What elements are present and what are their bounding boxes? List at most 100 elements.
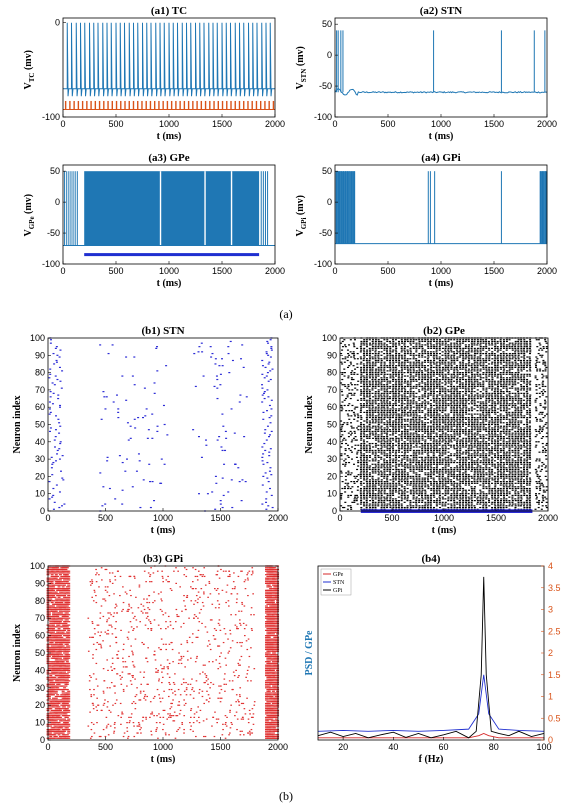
gpe-raster-dot — [389, 415, 392, 417]
gpe-raster-dot — [371, 404, 374, 407]
stn-raster-dot — [266, 477, 269, 479]
gpe-raster-dot — [356, 496, 359, 498]
gpe-raster-dot — [526, 470, 529, 472]
gpe-raster-dot — [461, 498, 464, 500]
gpe-raster-dot — [468, 444, 471, 446]
gpe-raster-dot — [409, 429, 412, 431]
gpe-raster-dot — [528, 420, 531, 422]
gpe-raster-dot — [520, 432, 523, 434]
gpe-raster-dot — [465, 408, 468, 410]
gpe-raster-dot — [430, 493, 433, 495]
gpe-raster-dot — [494, 456, 497, 458]
gpe-raster-dot — [522, 444, 525, 446]
gpe-raster-dot — [438, 501, 441, 503]
gpe-raster-dot — [406, 399, 409, 401]
gpe-raster-dot — [444, 401, 447, 403]
gpe-raster-dot — [386, 505, 389, 507]
gpe-raster-dot — [436, 396, 439, 398]
x-tick-label: 500 — [98, 513, 113, 523]
gpe-raster-dot — [436, 410, 439, 412]
gpe-raster-dot — [389, 451, 392, 453]
gpe-raster-dot — [499, 448, 502, 450]
gpe-raster-dot — [386, 467, 389, 469]
stn-raster-dot — [216, 378, 219, 381]
gpe-raster-dot — [441, 375, 444, 377]
gpe-raster-dot — [403, 387, 406, 389]
x-tick-label: 0 — [332, 119, 337, 129]
gpe-raster-dot — [360, 453, 363, 455]
gpe-raster-dot — [403, 475, 406, 477]
gpe-raster-dot — [386, 373, 389, 375]
gpe-raster-dot — [488, 501, 491, 503]
gpe-raster-dot — [371, 373, 374, 375]
gpe-raster-dot — [523, 446, 526, 448]
gpe-raster-dot — [470, 501, 473, 503]
gpe-raster-dot — [514, 408, 517, 410]
gpe-raster-dot — [444, 451, 447, 453]
gpe-raster-dot — [529, 403, 532, 405]
gpe-raster-dot — [397, 373, 400, 375]
gpe-raster-dot — [453, 505, 456, 507]
plot-area-a4 — [335, 171, 548, 245]
gpe-raster-dot — [377, 505, 380, 507]
gpe-raster-dot — [441, 404, 444, 407]
gpe-raster-dot — [502, 378, 505, 381]
gpe-raster-dot — [439, 434, 442, 436]
gpe-raster-dot — [424, 468, 427, 471]
gpe-raster-dot — [430, 391, 433, 393]
gpe-raster-dot — [467, 389, 470, 391]
gpe-raster-dot — [397, 413, 400, 415]
gpe-raster-dot — [508, 411, 511, 413]
gpe-raster-dot — [409, 396, 412, 398]
gpe-raster-dot — [386, 425, 389, 427]
gpe-raster-dot — [479, 413, 482, 415]
gpe-raster-dot — [499, 377, 502, 379]
stn-raster-dot — [59, 404, 62, 407]
gpe-raster-dot — [438, 472, 441, 474]
gpe-raster-dot — [438, 394, 441, 396]
stn-raster-dot — [49, 391, 52, 393]
gpe-raster-dot — [371, 408, 374, 410]
stn-raster-dot — [268, 404, 271, 407]
gpe-raster-dot — [421, 372, 424, 374]
gpe-raster-dot — [412, 456, 415, 458]
gpe-raster-dot — [389, 494, 392, 497]
gpe-raster-dot — [436, 498, 439, 500]
gpe-raster-dot — [490, 456, 493, 458]
gpe-raster-dot — [479, 394, 482, 396]
gpe-raster-dot — [441, 410, 444, 412]
gpe-raster-dot — [526, 420, 529, 422]
gpe-raster-dot — [461, 465, 464, 467]
gpe-raster-dot — [383, 491, 386, 493]
gpe-raster-dot — [372, 491, 375, 493]
gpe-raster-dot — [450, 418, 453, 420]
gpe-raster-dot — [464, 501, 467, 503]
gpe-raster-dot — [450, 494, 453, 497]
gpe-raster-dot — [372, 396, 375, 398]
gpe-raster-dot — [415, 451, 418, 453]
gpe-raster-dot — [493, 439, 496, 441]
gpe-raster-dot — [491, 491, 494, 493]
gpe-raster-dot — [371, 442, 374, 445]
gpe-raster-dot — [377, 394, 380, 396]
stn-raster-dot — [224, 449, 227, 452]
gpe-raster-dot — [432, 397, 435, 400]
gpe-raster-dot — [415, 422, 418, 424]
gpe-raster-dot — [397, 418, 400, 420]
gpe-raster-dot — [479, 442, 482, 445]
gpe-raster-dot — [485, 448, 488, 450]
gpe-raster-dot — [409, 480, 412, 483]
gpe-raster-dot — [433, 416, 436, 419]
gpe-raster-dot — [505, 411, 508, 413]
gpe-raster-dot — [528, 477, 531, 479]
gpe-raster-dot — [409, 401, 412, 403]
gpe-raster-dot — [511, 500, 514, 502]
gpe-raster-dot — [360, 501, 363, 503]
gpe-raster-dot — [517, 415, 520, 417]
gpe-raster-dot — [409, 470, 412, 472]
gpe-raster-dot — [444, 422, 447, 424]
gpe-raster-dot — [415, 436, 418, 438]
gpe-raster-dot — [380, 472, 383, 474]
gpe-raster-dot — [394, 429, 397, 431]
gpe-raster-dot — [450, 446, 453, 448]
